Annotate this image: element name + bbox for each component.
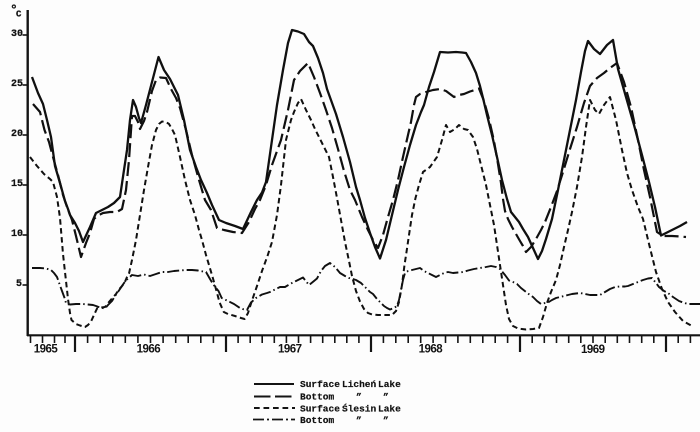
svg-text:”: ” [356, 415, 362, 426]
svg-text:1968: 1968 [419, 344, 444, 356]
svg-text:”: ” [383, 392, 389, 403]
svg-text:C: C [16, 10, 22, 20]
svg-text:1965: 1965 [34, 344, 59, 356]
svg-text:Surface: Surface [300, 404, 340, 415]
svg-text:Lake: Lake [378, 404, 401, 415]
svg-text:30: 30 [11, 29, 23, 40]
svg-text:15: 15 [11, 179, 23, 190]
svg-text:5: 5 [16, 279, 22, 290]
svg-text:25: 25 [11, 79, 23, 90]
svg-text:20: 20 [11, 129, 23, 140]
svg-text:Surface: Surface [300, 379, 340, 390]
svg-text:Licheń: Licheń [342, 379, 377, 390]
svg-text:1967: 1967 [278, 344, 302, 356]
svg-text:Ślesin: Ślesin [342, 404, 377, 415]
svg-text:Lake: Lake [378, 379, 401, 390]
svg-text:”: ” [383, 415, 389, 426]
svg-text:Bottom: Bottom [300, 415, 335, 426]
svg-text:1966: 1966 [137, 344, 161, 356]
svg-text:”: ” [356, 392, 362, 403]
svg-text:1969: 1969 [581, 344, 605, 356]
svg-text:°: ° [10, 3, 18, 18]
svg-text:10: 10 [11, 229, 23, 240]
svg-text:Bottom: Bottom [300, 392, 335, 403]
